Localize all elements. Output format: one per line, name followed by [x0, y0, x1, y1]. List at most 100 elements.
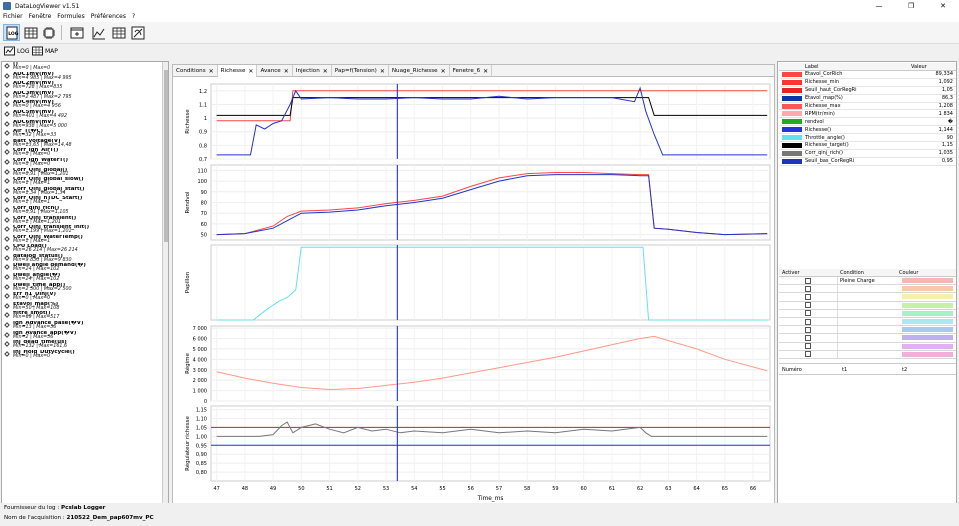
add-chart-button[interactable]: [90, 24, 107, 41]
menu-preferences[interactable]: Préférences: [90, 13, 126, 20]
log-file-button[interactable]: LOG: [3, 24, 20, 41]
formula-button[interactable]: [129, 24, 146, 41]
tab-conditions[interactable]: Conditions ✕: [173, 65, 218, 77]
condition-color[interactable]: [902, 310, 953, 316]
grid-row[interactable]: Etavol_map(%) 86,3: [779, 95, 956, 103]
condition-color[interactable]: [902, 319, 953, 325]
condition-cell[interactable]: [837, 293, 899, 301]
variable-item[interactable]: filtre_smot() Min=69 | Max=517: [2, 311, 168, 321]
grid-row[interactable]: RPM(tr/min) 1 834: [779, 110, 956, 119]
condition-color[interactable]: [902, 343, 953, 349]
variable-item[interactable]: ADC3mV(mV) Min=2 487 | Max=2 795: [2, 91, 168, 101]
condition-cell[interactable]: [837, 342, 899, 350]
ecu-button[interactable]: [40, 24, 57, 41]
activer-checkbox[interactable]: [805, 277, 811, 284]
variable-item[interactable]: Corr_qinj_rich() Min=0,91 | Max=1,105: [2, 206, 168, 216]
variable-item[interactable]: Corr_Qinj_transient() Min=1 | Max=1,201: [2, 216, 168, 226]
variable-item[interactable]: Corr_Ign_AirT() Min=0 | Max=0: [2, 148, 168, 158]
tab-richesse[interactable]: Richesse ✕: [217, 65, 258, 77]
menu-help[interactable]: ?: [132, 13, 136, 20]
variable-item[interactable]: Corr_Qinj_transient_init() Min=1,199 | Ma…: [2, 225, 168, 235]
condition-color[interactable]: [902, 294, 953, 300]
condition-cell[interactable]: [837, 285, 899, 293]
tab-fenetre-6[interactable]: Fenetre_6 ✕: [450, 65, 493, 77]
log-tab[interactable]: LOG: [4, 46, 30, 56]
variable-item[interactable]: Dwell_angle(�) Min=24 | Max=102: [2, 273, 168, 283]
close-tab-icon[interactable]: ✕: [440, 67, 446, 75]
variable-item[interactable]: Corr_Qinj_global() Min=0,91 | Max=1,201: [2, 168, 168, 178]
activer-checkbox[interactable]: [805, 318, 811, 325]
condition-cell[interactable]: [837, 317, 899, 326]
close-tab-icon[interactable]: ✕: [283, 67, 289, 75]
map-tab[interactable]: MAP: [32, 46, 58, 56]
close-tab-icon[interactable]: ✕: [248, 67, 254, 75]
grid-row[interactable]: Throttle_angle() 90: [779, 134, 956, 143]
variable-item[interactable]: ADC4mV(mV) Min=0 | Max=4 956: [2, 100, 168, 110]
condition-cell[interactable]: Pleine Charge: [837, 277, 899, 285]
variable-item[interactable]: Corr_Qinj_WaterTemp() Min=1 | Max=1: [2, 235, 168, 245]
tab-pap-f-tension-[interactable]: Pap=f(Tension) ✕: [332, 65, 389, 77]
grid-row[interactable]: rendvol �: [779, 118, 956, 127]
grid-row[interactable]: Richesse_max 1,208: [779, 103, 956, 111]
variable-item[interactable]: Inj_dead_time(us) Min=132 | Max=161,6: [2, 340, 168, 350]
chart-panel-0[interactable]: 1,2 1,1 1 0,9 0,8 0,7 Richesse: [185, 83, 771, 163]
activer-checkbox[interactable]: [805, 310, 811, 317]
chart-panel-3[interactable]: 7 000 6 000 5 000 4 000 3 000 2 000 1 000 0 Régi…: [184, 325, 771, 405]
grid-row[interactable]: Richesse_min 1,092: [779, 79, 956, 87]
condition-cell[interactable]: [837, 334, 899, 342]
activer-checkbox[interactable]: [805, 351, 811, 358]
variable-list-scrollbar[interactable]: [162, 62, 168, 510]
activer-checkbox[interactable]: [805, 293, 811, 300]
variable-item[interactable]: Batt_voltage(V) Min=13,65 | Max=14,48: [2, 139, 168, 149]
close-button[interactable]: ✕: [940, 2, 946, 10]
chart-panel-2[interactable]: Papillon: [185, 244, 771, 321]
grid-row[interactable]: Richesse() 1,144: [779, 126, 956, 135]
variable-item[interactable]: Corr_Qinj_global_slow() Min=1 | Max=1: [2, 177, 168, 187]
condition-color[interactable]: [902, 335, 953, 341]
variable-item[interactable]: () Min=0 | Max=0: [2, 62, 168, 72]
variable-item[interactable]: CPU Load() Min=26 214 | Max=26 214: [2, 244, 168, 254]
variable-item[interactable]: Corr_Qinj_global_start() Min=1,34 | Max=1…: [2, 187, 168, 197]
variable-item[interactable]: Air_T(�C) Min=32 | Max=33: [2, 129, 168, 139]
variable-item[interactable]: ADC5mV(mV) Min=401 | Max=4 492: [2, 110, 168, 120]
grid-row[interactable]: Corr_qinj_rich() 1,035: [779, 150, 956, 158]
tab-injection[interactable]: Injection ✕: [293, 65, 332, 77]
menu-fenetre[interactable]: Fenêtre: [28, 13, 52, 20]
condition-color[interactable]: [902, 286, 953, 292]
chart-panel-4[interactable]: 1,15 1,10 1,05 1,00 0,95 0,90 0,85 0,80 Régulate…: [184, 405, 771, 482]
add-window-button[interactable]: [68, 24, 85, 41]
activer-checkbox[interactable]: [805, 334, 811, 341]
condition-cell[interactable]: [837, 350, 899, 358]
variable-item[interactable]: Err_n1_Uinj(V) Min=0 | Max=0: [2, 292, 168, 302]
menu-fichier[interactable]: Fichier: [3, 13, 23, 20]
condition-cell[interactable]: [837, 326, 899, 334]
variable-item[interactable]: Ign_Avance_app(�V) Min=2 | Max=36: [2, 331, 168, 341]
condition-color[interactable]: [902, 327, 953, 333]
condition-cell[interactable]: [837, 301, 899, 309]
variable-item[interactable]: datalog_status() Min=9 830 | Max=9 830: [2, 254, 168, 264]
variable-item[interactable]: ADC2mV(mV) Min=728 | Max=835: [2, 81, 168, 91]
close-tab-icon[interactable]: ✕: [322, 67, 328, 75]
grid-row[interactable]: Seuil_haut_CorRegRi 1,05: [779, 87, 956, 95]
condition-cell[interactable]: [837, 309, 899, 317]
tab-nuage-richesse[interactable]: Nuage_Richesse ✕: [389, 65, 450, 77]
variable-item[interactable]: Dwell angle demand(�) Min=24 | Max=102: [2, 263, 168, 273]
minimize-button[interactable]: —: [875, 2, 883, 10]
activer-checkbox[interactable]: [805, 285, 811, 292]
variable-item[interactable]: Inj_Hold_Dutycycle() Min=0 | Max=0: [2, 350, 168, 360]
variable-item[interactable]: Ign_Advance_base(�V) Min=13 | Max=36: [2, 321, 168, 331]
condition-color[interactable]: [902, 278, 953, 284]
activer-checkbox[interactable]: [805, 326, 811, 333]
map-file-button[interactable]: [22, 24, 39, 41]
grid-row[interactable]: Seuil_bas_CorRegRi 0,95: [779, 158, 956, 166]
close-tab-icon[interactable]: ✕: [208, 67, 214, 75]
close-tab-icon[interactable]: ✕: [379, 67, 385, 75]
grid-row[interactable]: Etavol_CorRich 89,334: [779, 71, 956, 79]
activer-checkbox[interactable]: [805, 302, 811, 309]
add-table-button[interactable]: [110, 24, 127, 41]
menu-formules[interactable]: Formules: [57, 13, 85, 20]
tab-avance[interactable]: Avance ✕: [257, 65, 293, 77]
close-tab-icon[interactable]: ✕: [483, 67, 489, 75]
chart-panel-1[interactable]: 110 100 90 80 70 60 50 Rendvol: [185, 164, 771, 241]
maximize-button[interactable]: ❐: [907, 2, 915, 10]
